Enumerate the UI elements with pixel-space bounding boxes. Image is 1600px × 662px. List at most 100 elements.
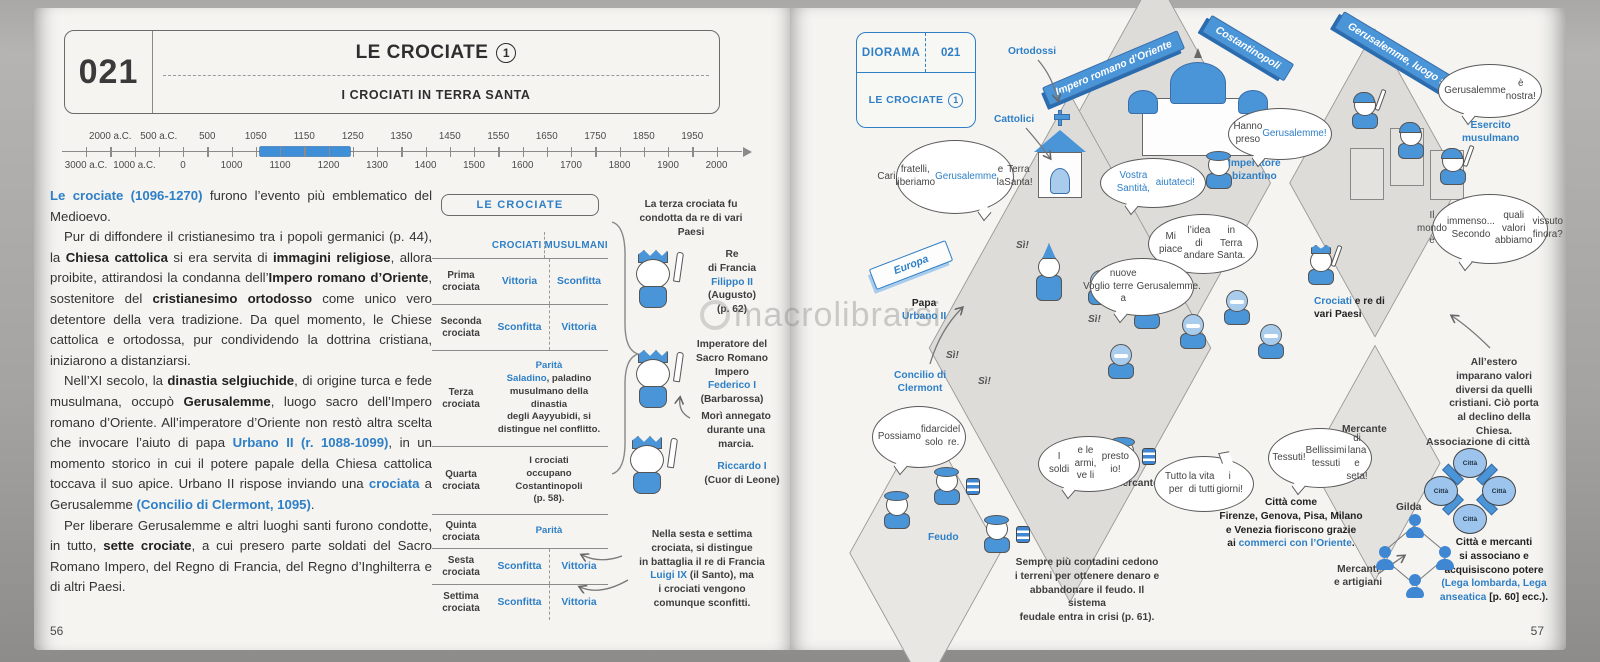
barrel-icon <box>1016 526 1030 543</box>
article-text: Le crociate (1096-1270) furono l’evento … <box>50 186 432 598</box>
text-segment: Per liberare Gerusalemme e altri luoghi … <box>50 517 432 554</box>
timeline-label: 1400 <box>414 160 437 171</box>
row-merged-cell: I crociati occupano Costantinopoli (p. 58). <box>490 451 608 511</box>
row-label: Quinta crociata <box>442 519 480 543</box>
timeline-label: 500 <box>199 131 216 142</box>
timeline-tick <box>352 147 355 157</box>
king-body <box>633 472 661 494</box>
text-segment: Città come <box>1264 497 1318 508</box>
timeline-label: 1000 <box>220 160 243 171</box>
timeline-tick <box>207 147 209 157</box>
timeline-label: 1750 <box>584 131 607 142</box>
table-row: Quarta crociata I crociati occupano Costant… <box>432 446 608 514</box>
barrel-icon <box>966 478 980 495</box>
text-segment: di Francia <box>707 262 757 274</box>
text-segment: si associano e <box>1459 550 1529 562</box>
timeline-label: 1550 <box>487 131 510 142</box>
label-esercito-musulmano: Esercito musulmano <box>1462 120 1520 144</box>
page-number-right: 57 <box>1530 624 1544 638</box>
label-cattolici: Cattolici <box>994 114 1035 125</box>
king-federico-illustration <box>628 350 685 414</box>
diorama-header: DIORAMA 021 LE CROCIATE 1 <box>856 32 976 128</box>
label-concilio-clermont: Concilio di Clermont <box>894 370 947 394</box>
text-segment: . <box>310 496 315 512</box>
note-sixth-seventh: Nella sesta e settima crociata, si distin… <box>626 528 778 611</box>
timeline-label: 1250 <box>341 131 364 142</box>
text-segment: a Gerusalemme <box>50 476 432 512</box>
text-segment: Pur di diffondere il cristianesimo tra i… <box>50 229 432 265</box>
timeline-label: 500 a.C. <box>140 131 178 142</box>
timeline-label: 2000 a.C. <box>89 131 132 142</box>
text-segment: occupano <box>526 467 572 479</box>
text-segment: Parità <box>535 525 563 537</box>
text-segment: furono l’evento più emblematico del Medi… <box>50 188 432 224</box>
text-segment: crociata, si distingue <box>651 542 753 554</box>
pope-figure <box>1036 243 1062 301</box>
knight-figure <box>1108 344 1134 379</box>
timeline-arrow <box>743 146 752 157</box>
text-segment: , di origine turca e fede musulmana, occ… <box>50 373 432 409</box>
row-label: Seconda crociata <box>440 315 482 339</box>
emperor-figure <box>1206 151 1232 189</box>
text-segment: Voglio <box>1083 280 1110 292</box>
church-door <box>1050 168 1070 194</box>
text-segment: si era servita di <box>167 249 273 265</box>
table-row: Settima crociata Sconfitta Vittoria <box>432 584 608 620</box>
timeline: 3000 a.C. 1000 a.C. 0 1000 1100 1200 1300 1400 1… <box>56 128 756 176</box>
timeline-tick <box>449 147 452 157</box>
page-left: 021 LE CROCIATE 1 I CROCIATI IN TERRA SA… <box>34 8 790 650</box>
text-segment: Chiesa cattolica <box>65 249 168 265</box>
text-segment: Riccardo I <box>717 461 767 472</box>
king-filippo-illustration <box>628 250 685 314</box>
text-segment: Bellissimi tessuti <box>1305 445 1347 469</box>
timeline-tick <box>231 147 233 157</box>
si-label: Sì! <box>1088 314 1101 325</box>
king-face <box>636 259 670 289</box>
sword-icon <box>672 251 685 283</box>
text-segment: Urbano II (r. 1088-1099) <box>232 435 389 451</box>
text-segment: Parità <box>535 359 563 371</box>
cell-crociati: Sconfitta <box>497 561 542 572</box>
timeline-tick <box>110 147 112 157</box>
guild-member-icon <box>1406 514 1424 538</box>
text-segment: musulmano della dinastia <box>509 385 589 410</box>
row-label: Quarta crociata <box>442 468 480 492</box>
knight-figure <box>1258 324 1284 359</box>
watermark: macrolibrarsi <box>700 296 1120 335</box>
header-divider <box>163 75 709 77</box>
arrow-estero <box>1452 316 1491 349</box>
paragraph: Le crociate (1096-1270) furono l’evento … <box>50 186 432 227</box>
text-segment: e Venezia fioriscono grazie <box>1225 524 1357 536</box>
text-segment: nuove terre a <box>1109 267 1137 305</box>
text-segment: I crociati <box>529 454 569 466</box>
citta-node: Città <box>1482 476 1516 506</box>
timeline-label: 1700 <box>560 160 582 171</box>
note-king-filippo: Re di Francia Filippo II (Augusto) (p. 62) <box>686 248 778 317</box>
text-segment: Gerusalemme <box>935 170 997 182</box>
text-segment: Costantinopoli <box>515 480 583 492</box>
text-segment: del re. <box>947 424 961 448</box>
text-segment: Impero <box>715 366 749 378</box>
sign-europa: Europa <box>868 240 954 290</box>
label-mercante-right: Mercante <box>1342 424 1387 435</box>
king-body <box>639 286 667 308</box>
text-segment: Crociati <box>1314 296 1352 307</box>
text-segment: Saladino <box>506 372 547 384</box>
text-segment: aiutateci! <box>1155 176 1195 188</box>
wall-block <box>1350 148 1384 200</box>
note-drowned: Morì annegato durante una marcia. <box>701 411 771 450</box>
text-segment: , luogo sacro dell’Impero romano d’Orien… <box>50 393 433 451</box>
small-dome <box>1128 90 1158 114</box>
cross-icon <box>1054 110 1070 126</box>
label-feudo: Feudo <box>928 532 959 543</box>
speech-bubble-possiamo: Possiamo fidarci solo del re. <box>872 406 966 468</box>
diorama-number: 021 <box>941 46 961 59</box>
text-segment: Papa <box>911 298 937 309</box>
si-label: Sì! <box>946 350 959 361</box>
citta-node: Città <box>1453 448 1487 478</box>
timeline-label: 1950 <box>681 131 704 142</box>
label-gilda: Gilda <box>1396 502 1422 513</box>
text-segment: Vostra Santità, <box>1116 170 1150 194</box>
timeline-tick <box>377 147 379 157</box>
text-segment: . <box>1351 538 1355 550</box>
